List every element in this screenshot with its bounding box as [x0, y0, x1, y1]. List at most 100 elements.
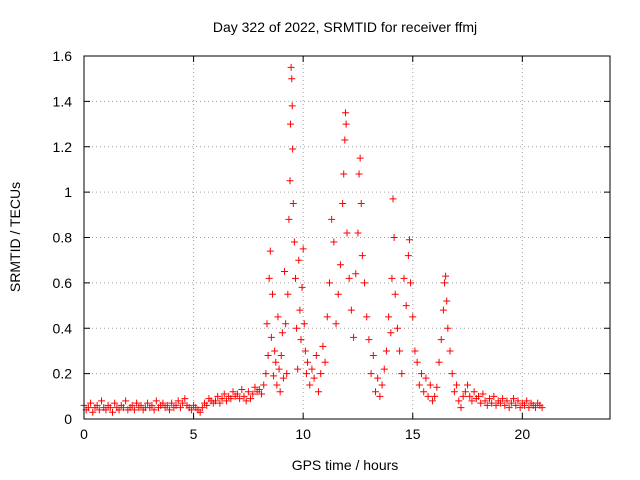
- x-tick-label: 5: [190, 426, 198, 442]
- data-point: [422, 374, 430, 382]
- data-point: [203, 401, 211, 409]
- data-point: [294, 365, 302, 373]
- data-point: [378, 381, 386, 389]
- data-point: [481, 397, 489, 405]
- data-point: [339, 199, 347, 207]
- data-point: [220, 390, 228, 398]
- data-point: [439, 306, 447, 314]
- data-point: [341, 136, 349, 144]
- data-point: [490, 392, 498, 400]
- data-point: [144, 399, 152, 407]
- data-point: [385, 313, 393, 321]
- data-point: [390, 234, 398, 241]
- data-point: [300, 320, 308, 328]
- data-point: [297, 336, 305, 344]
- data-point: [453, 381, 461, 389]
- data-point: [475, 392, 482, 400]
- data-point: [507, 399, 515, 407]
- data-point: [106, 404, 114, 412]
- data-point: [371, 388, 379, 396]
- data-point: [525, 404, 533, 412]
- data-point: [376, 392, 384, 400]
- data-point: [310, 374, 318, 382]
- data-point: [357, 199, 365, 207]
- data-point: [418, 370, 426, 378]
- data-point: [299, 245, 307, 253]
- data-point: [268, 290, 276, 298]
- y-tick-label: 0.8: [53, 230, 73, 246]
- data-point: [244, 388, 252, 396]
- chart-title: Day 322 of 2022, SRMTID for receiver ffm…: [213, 19, 477, 35]
- data-point: [409, 313, 417, 321]
- data-point: [227, 395, 235, 403]
- data-point: [382, 347, 390, 355]
- data-point: [281, 268, 289, 276]
- data-point: [510, 395, 518, 403]
- data-point: [355, 170, 363, 178]
- data-point: [128, 401, 136, 409]
- data-point: [298, 283, 306, 291]
- data-point: [282, 320, 290, 328]
- data-point: [302, 370, 310, 378]
- data-point: [263, 320, 271, 328]
- data-point: [308, 365, 316, 373]
- data-point: [369, 351, 377, 359]
- data-point: [98, 397, 106, 405]
- data-point: [391, 290, 399, 298]
- data-point: [295, 256, 303, 264]
- data-point: [492, 401, 500, 409]
- data-point: [347, 306, 355, 314]
- data-point: [444, 324, 452, 332]
- data-point: [89, 408, 97, 416]
- y-tick-label: 0: [64, 411, 72, 427]
- data-point: [350, 333, 358, 341]
- data-point: [238, 386, 246, 394]
- data-point: [431, 392, 439, 400]
- data-point: [413, 358, 421, 366]
- data-point: [93, 401, 101, 409]
- data-point: [276, 388, 284, 396]
- data-point: [272, 358, 280, 366]
- data-point: [265, 274, 273, 282]
- data-point: [291, 274, 299, 282]
- data-point: [249, 390, 257, 398]
- data-point: [179, 399, 187, 407]
- y-tick-label: 1.2: [53, 139, 73, 155]
- data-point: [95, 406, 103, 414]
- data-point: [334, 290, 342, 298]
- data-point: [271, 347, 279, 355]
- data-point: [396, 347, 404, 355]
- data-point: [455, 397, 463, 405]
- data-point: [485, 395, 493, 403]
- data-point: [284, 290, 292, 298]
- x-tick-label: 10: [295, 426, 311, 442]
- y-tick-label: 0.2: [53, 366, 73, 382]
- data-point: [531, 404, 539, 412]
- data-point: [470, 388, 478, 396]
- data-points: [80, 63, 546, 416]
- data-point: [84, 404, 92, 412]
- data-point: [317, 370, 325, 378]
- data-point: [501, 401, 509, 409]
- data-point: [523, 397, 531, 405]
- data-point: [387, 329, 395, 337]
- data-point: [404, 252, 412, 260]
- data-point: [279, 374, 287, 382]
- data-point: [236, 395, 244, 403]
- data-point: [321, 358, 329, 366]
- data-point: [380, 365, 388, 373]
- data-point: [165, 406, 173, 414]
- data-point: [446, 347, 454, 355]
- plot-frame: [83, 55, 611, 420]
- data-point: [108, 408, 116, 416]
- y-tick-label: 0.4: [53, 320, 73, 336]
- data-point: [411, 347, 419, 355]
- data-point: [242, 397, 250, 405]
- data-point: [325, 279, 333, 287]
- data-point: [163, 401, 171, 409]
- data-point: [286, 177, 294, 185]
- data-point: [172, 401, 180, 409]
- y-tick-label: 1.4: [53, 93, 73, 109]
- data-point: [343, 229, 351, 237]
